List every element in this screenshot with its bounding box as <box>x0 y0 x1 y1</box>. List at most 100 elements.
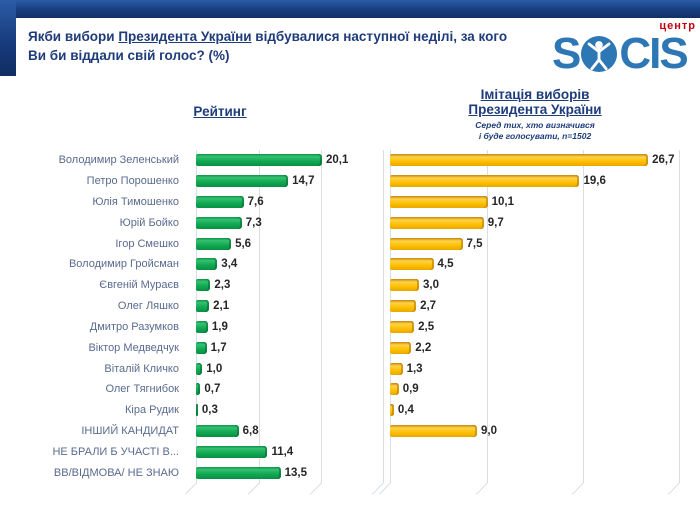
imitation-value-label: 2,7 <box>420 300 437 313</box>
gridline <box>196 150 197 483</box>
rating-bar <box>196 404 198 417</box>
chart-row: Олег Ляшко 2,1 2,7 <box>0 296 700 317</box>
rating-bar <box>196 175 289 188</box>
imitation-bar-cell <box>390 462 680 483</box>
rating-bar-cell: 5,6 <box>196 233 384 254</box>
candidate-label: Віталій Кличко <box>104 362 179 375</box>
rating-bar-cell: 20,1 <box>196 150 384 171</box>
rating-value-label: 3,4 <box>221 258 238 271</box>
logo-wordmark: S CIS <box>552 29 689 78</box>
rating-value-label: 2,3 <box>214 279 231 292</box>
imitation-value-label: 1,3 <box>406 362 423 375</box>
candidate-label: Олег Ляшко <box>117 300 179 313</box>
chart-row: Володимир Гройсман 3,4 4,5 <box>0 254 700 275</box>
chart-row: Володимир Зеленський 20,1 26,7 <box>0 150 700 171</box>
candidate-label: Євгеній Мураєв <box>99 279 179 292</box>
rating-bar <box>196 466 281 479</box>
rating-value-label: 6,8 <box>242 424 259 437</box>
rating-value-label: 14,7 <box>292 175 315 188</box>
imitation-value-label: 7,5 <box>466 237 483 250</box>
imitation-bar-cell: 26,7 <box>390 150 680 171</box>
rating-value-label: 2,1 <box>213 300 230 313</box>
imitation-bar <box>390 424 477 437</box>
chart-row: ВВ/ВІДМОВА/ НЕ ЗНАЮ 13,5 <box>0 462 700 483</box>
rating-bar <box>196 216 242 229</box>
rating-value-label: 11,4 <box>271 445 294 458</box>
rating-bar-cell: 0,7 <box>196 379 384 400</box>
candidate-label: НЕ БРАЛИ Б УЧАСТІ В... <box>52 445 179 458</box>
rating-bar-cell: 0,3 <box>196 400 384 421</box>
imitation-value-label: 2,2 <box>415 341 432 354</box>
chart-row: Ігор Смешко 5,6 7,5 <box>0 233 700 254</box>
chart-row: ІНШИЙ КАНДИДАТ 6,8 9,0 <box>0 421 700 442</box>
imitation-plot-gridlines <box>390 150 680 483</box>
rating-value-label: 7,3 <box>245 216 262 229</box>
imitation-bar-cell: 0,4 <box>390 400 680 421</box>
rating-bar <box>196 383 201 396</box>
chart-area: Володимир Зеленський 20,1 26,7 Петро Пороше… <box>0 150 700 483</box>
rating-bar <box>196 196 244 209</box>
rating-bar-cell: 1,0 <box>196 358 384 379</box>
imitation-bar <box>390 196 488 209</box>
imitation-bar <box>390 320 415 333</box>
rating-bar-cell: 7,3 <box>196 212 384 233</box>
rating-bar-cell: 14,7 <box>196 171 384 192</box>
gridline <box>486 150 488 483</box>
question-suffix: відбувалися наступної неділі, за кого Ви… <box>28 29 508 64</box>
candidate-label: Олег Тягнибок <box>105 383 179 396</box>
gridline <box>583 150 585 483</box>
rating-plot-gridlines <box>196 150 384 483</box>
imitation-bar-cell <box>390 441 680 462</box>
imitation-bar <box>390 383 399 396</box>
rating-value-label: 1,9 <box>211 320 228 333</box>
imitation-bar-cell: 9,7 <box>390 212 680 233</box>
rating-bar <box>196 362 203 375</box>
rating-value-label: 5,6 <box>235 237 252 250</box>
rating-bar-cell: 2,1 <box>196 296 384 317</box>
rating-bar-cell: 11,4 <box>196 441 384 462</box>
question-underlined-phrase: Президента України <box>118 29 252 44</box>
gridline <box>679 150 680 483</box>
imitation-value-label: 3,0 <box>423 279 439 292</box>
imitation-bar <box>390 279 419 292</box>
chart-row: Юлія Тимошенко 7,6 10,1 <box>0 192 700 213</box>
imitation-bar <box>390 300 417 313</box>
imitation-bar <box>390 362 403 375</box>
chart-row: Юрій Бойко 7,3 9,7 <box>0 212 700 233</box>
imitation-bar-cell: 3,0 <box>390 275 680 296</box>
imitation-value-label: 9,0 <box>481 424 497 437</box>
rating-bar <box>196 154 322 167</box>
imitation-title-line1: Імітація виборів <box>480 87 590 102</box>
chart-row: Олег Тягнибок 0,7 0,9 <box>0 379 700 400</box>
rating-bar-cell: 13,5 <box>196 462 384 483</box>
question-prefix: Якби вибори <box>28 29 119 44</box>
rating-value-label: 0,3 <box>201 404 218 417</box>
gridline <box>390 150 391 483</box>
rating-bar-cell: 2,3 <box>196 275 384 296</box>
candidate-label: Юлія Тимошенко <box>92 196 179 209</box>
rating-value-label: 1,0 <box>206 362 223 375</box>
imitation-bar-cell: 19,6 <box>390 171 680 192</box>
imitation-bar <box>390 154 649 167</box>
rating-value-label: 1,7 <box>210 341 227 354</box>
chart-row: Євгеній Мураєв 2,3 3,0 <box>0 275 700 296</box>
candidate-label: Петро Порошенко <box>86 175 179 188</box>
imitation-bar-cell: 9,0 <box>390 421 680 442</box>
rating-bar <box>196 237 232 250</box>
rating-bar-cell: 1,9 <box>196 317 384 338</box>
chart-row: Петро Порошенко 14,7 19,6 <box>0 171 700 192</box>
rating-value-label: 0,7 <box>204 383 221 396</box>
imitation-bar <box>390 175 580 188</box>
gridline <box>383 150 384 483</box>
imitation-bar <box>390 258 434 271</box>
imitation-subtitle-line1: Серед тих, хто визначився <box>475 120 595 131</box>
imitation-bar <box>390 237 463 250</box>
imitation-bar-cell: 1,3 <box>390 358 680 379</box>
rating-bar-cell: 7,6 <box>196 192 384 213</box>
chart-row: Віталій Кличко 1,0 1,3 <box>0 358 700 379</box>
rating-bar <box>196 424 239 437</box>
logo-letters-cis: CIS <box>619 29 688 78</box>
imitation-bar-cell: 2,5 <box>390 317 680 338</box>
logo-center-label: центр <box>659 20 696 32</box>
rating-bar <box>196 258 218 271</box>
